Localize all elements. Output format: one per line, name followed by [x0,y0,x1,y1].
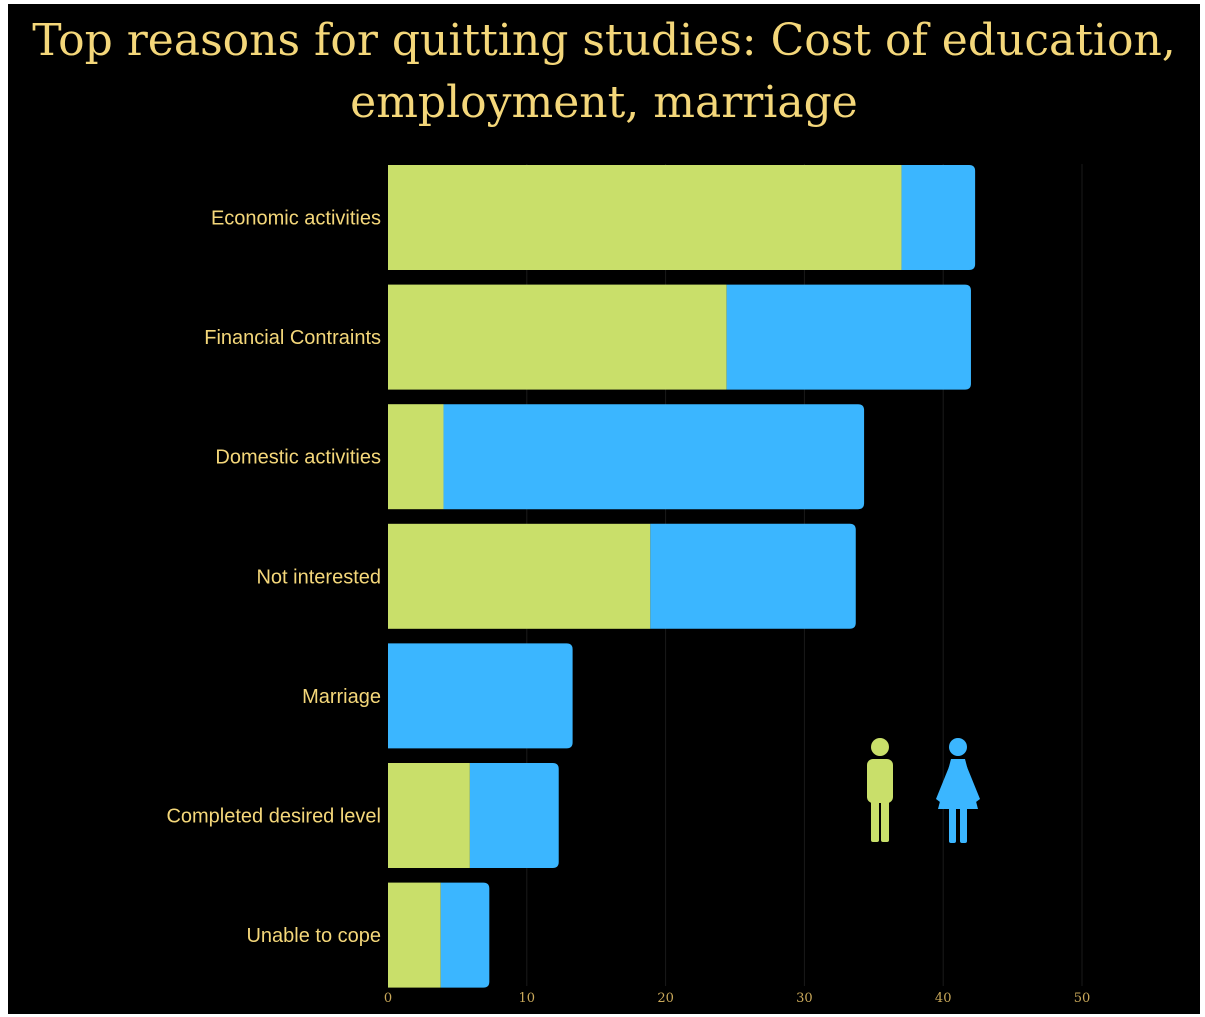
legend [867,738,980,843]
bars [388,165,976,988]
bar-group [388,882,490,988]
chart-title: Top reasons for quitting studies: Cost o… [32,15,1176,128]
bar-group [388,763,559,868]
x-tick-label: 20 [657,991,674,1006]
bar-segment-series-1 [388,523,651,629]
bar-group [388,523,856,629]
bar-segment-series-1 [388,165,902,270]
category-label: Financial Contraints [204,327,381,349]
bar-segment-series-2 [440,882,490,988]
chart-frame: Top reasons for quitting studies: Cost o… [8,4,1200,1014]
bar-chart: 0 10 20 30 40 50 Economic activities Financial… [166,164,1091,1006]
x-tick-label: 10 [519,991,536,1006]
female-icon [936,738,980,843]
category-labels: Economic activities Financial Contraints D… [166,208,381,948]
bar-group [388,165,976,270]
bar-group [388,643,573,749]
bar-group [388,404,865,510]
bar-segment-series-2 [443,404,865,510]
category-label: Economic activities [211,208,381,230]
male-icon [867,738,893,842]
category-label: Unable to cope [246,925,381,947]
bar-group [388,284,971,390]
x-tick-label: 40 [935,991,952,1006]
bar-segment-series-1 [388,404,444,510]
bar-segment-series-1 [388,284,727,390]
bar-segment-series-2 [469,763,559,868]
bar-segment-series-2 [726,284,971,390]
bar-segment-series-2 [901,165,976,270]
bar-segment-series-1 [388,882,441,988]
category-label: Not interested [256,566,381,588]
bar-segment-series-2 [388,643,573,749]
x-tick-label: 50 [1074,991,1091,1006]
category-label: Completed desired level [166,806,381,828]
category-label: Domestic activities [215,447,381,469]
x-tick-label: 30 [796,991,813,1006]
bar-segment-series-2 [650,523,856,629]
x-tick-label: 0 [384,991,392,1006]
category-label: Marriage [302,686,381,708]
bar-segment-series-1 [388,763,470,868]
